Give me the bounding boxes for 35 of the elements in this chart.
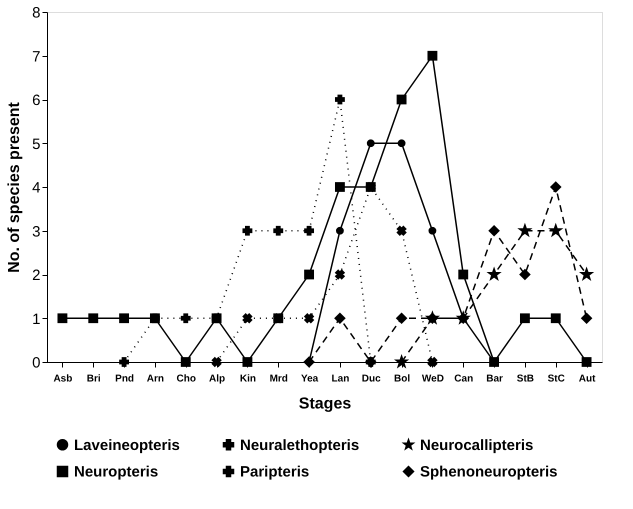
x-tick-label: WeD <box>422 374 444 384</box>
legend-label: Neuralethopteris <box>240 436 360 454</box>
x-tick-label: Mrd <box>270 374 288 384</box>
y-tick-label: 1 <box>32 310 40 328</box>
y-tick-label: 8 <box>32 4 40 22</box>
x-axis-title: Stages <box>298 396 352 412</box>
x-tick-label: StB <box>516 374 534 384</box>
legend-label: Neuropteris <box>74 464 158 480</box>
x-tick-label: Alp <box>209 374 226 384</box>
y-tick-label: 5 <box>32 136 40 153</box>
x-tick-label: Pnd <box>115 374 134 384</box>
y-tick-label: 3 <box>32 223 40 240</box>
x-tick-label: Yea <box>300 374 319 384</box>
x-tick-label: Lan <box>332 374 350 384</box>
y-tick-label: 0 <box>32 354 40 372</box>
y-tick-label: 2 <box>32 267 40 284</box>
y-axis-title: No. of species present <box>6 101 24 273</box>
y-tick-label: 4 <box>32 180 40 196</box>
x-tick-label: Bol <box>394 374 410 384</box>
x-tick-label: Cho <box>176 374 196 384</box>
x-tick-label: Duc <box>362 374 382 384</box>
legend-label: Laveineopteris <box>74 436 180 454</box>
legend-label: Sphenoneuropteris <box>420 464 558 480</box>
x-tick-label: Bri <box>86 374 101 384</box>
legend-label: Paripteris <box>240 464 310 480</box>
x-tick-label: Can <box>454 374 474 384</box>
x-tick-label: Aut <box>578 374 596 384</box>
y-tick-label: 7 <box>32 48 40 66</box>
y-tick-label: 6 <box>32 92 40 109</box>
x-tick-label: Arn <box>146 374 164 384</box>
x-tick-label: Bar <box>486 374 504 384</box>
x-tick-label: StC <box>548 374 565 384</box>
x-tick-label: Kin <box>240 374 256 384</box>
x-tick-label: Asb <box>53 374 72 384</box>
legend-label: Neurocallipteris <box>420 436 534 454</box>
